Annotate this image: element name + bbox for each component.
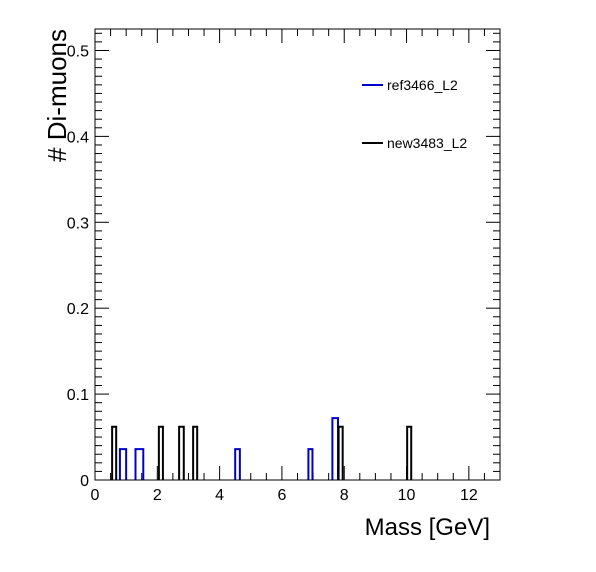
x-axis-label: Mass [GeV] xyxy=(365,514,490,541)
histogram-bin xyxy=(118,448,128,480)
y-tick-label: 0.3 xyxy=(67,215,89,232)
y-tick-label: 0 xyxy=(80,473,89,490)
histogram-bin xyxy=(307,448,314,480)
histogram-bin xyxy=(331,417,339,480)
histogram-bin xyxy=(111,425,118,480)
y-tick-label: 0.1 xyxy=(67,387,89,404)
legend: ref3466_L2 new3483_L2 xyxy=(362,77,467,151)
x-tick-labels: 0 2 4 6 8 10 12 xyxy=(91,487,478,504)
series-ref3466_L2 xyxy=(118,417,339,480)
plot-frame xyxy=(94,28,501,481)
histogram-bin xyxy=(178,425,185,480)
x-tick-label: 8 xyxy=(340,487,349,504)
x-tick-label: 2 xyxy=(153,487,162,504)
histogram-bin xyxy=(134,448,145,480)
series-new3483_L2 xyxy=(111,425,413,480)
y-axis-ticks xyxy=(95,32,500,481)
y-tick-label: 0.2 xyxy=(67,301,89,318)
legend-label: ref3466_L2 xyxy=(387,77,458,93)
x-tick-label: 10 xyxy=(398,487,416,504)
x-tick-label: 12 xyxy=(460,487,478,504)
x-tick-label: 4 xyxy=(215,487,224,504)
y-tick-labels: 0 0.1 0.2 0.3 0.4 0.5 xyxy=(67,43,89,490)
histogram-bin xyxy=(157,425,164,480)
x-tick-label: 0 xyxy=(91,487,100,504)
x-tick-label: 6 xyxy=(277,487,286,504)
histogram-bin xyxy=(406,425,413,480)
legend-label: new3483_L2 xyxy=(387,135,467,151)
histogram-bin xyxy=(192,425,199,480)
histogram-bin xyxy=(234,448,241,480)
y-tick-label: 0.4 xyxy=(67,129,89,146)
series-layer xyxy=(111,417,413,480)
y-axis-label: # Di-muons xyxy=(42,29,72,162)
y-tick-label: 0.5 xyxy=(67,43,89,60)
histogram-bin xyxy=(337,425,344,480)
x-axis-ticks xyxy=(94,29,501,480)
